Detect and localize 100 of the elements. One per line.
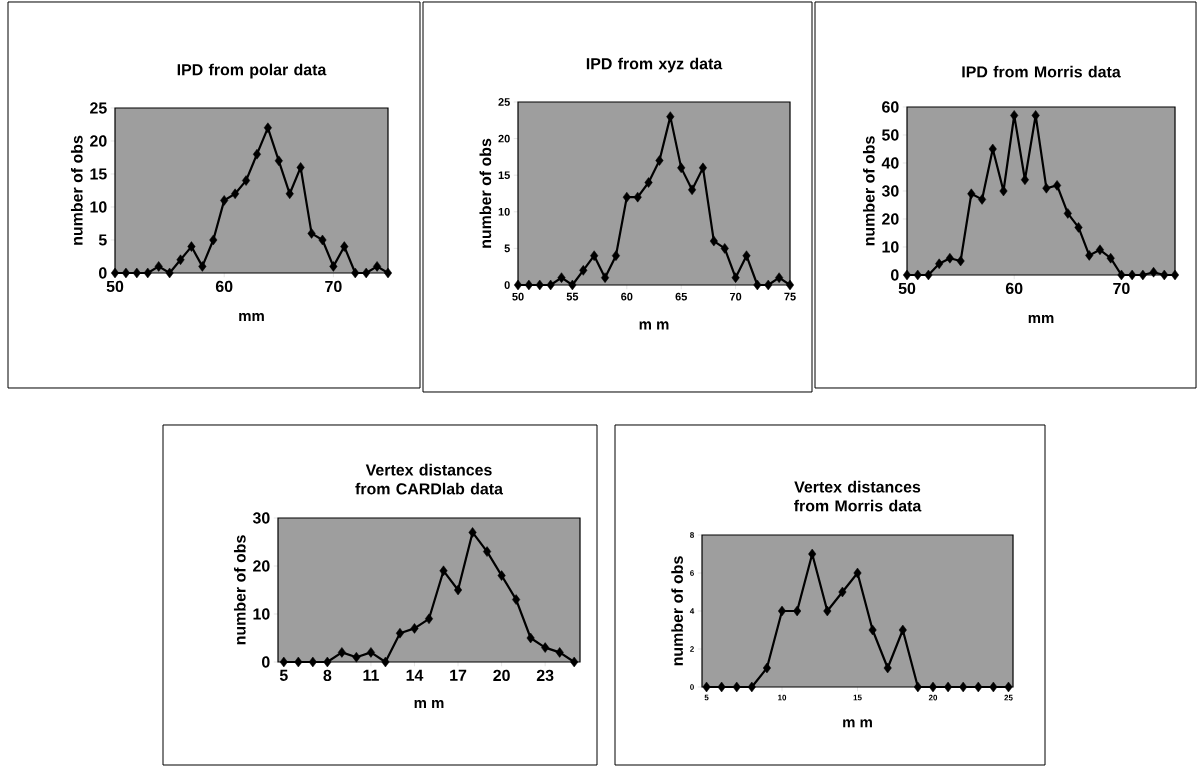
point <box>555 647 564 658</box>
point <box>775 272 784 283</box>
point <box>978 194 987 205</box>
y-tick-label: 60 <box>882 101 899 113</box>
point <box>373 261 382 272</box>
point <box>709 235 718 247</box>
point <box>731 272 740 283</box>
point <box>601 272 610 283</box>
y-tick-label: 5 <box>98 234 107 246</box>
point <box>808 548 817 560</box>
x-axis-title: mm <box>239 312 264 321</box>
point <box>1171 269 1180 281</box>
chart-title: IPD from polar data <box>177 63 327 79</box>
point <box>764 279 773 291</box>
point <box>853 567 862 579</box>
point <box>720 243 729 254</box>
point <box>318 234 327 246</box>
x-tick-label: 60 <box>1005 282 1023 295</box>
x-tick-label: 17 <box>450 669 467 681</box>
point <box>329 261 338 272</box>
y-tick-label: 10 <box>882 241 899 253</box>
point <box>143 267 152 279</box>
x-tick-label: 23 <box>536 669 554 682</box>
point <box>308 656 317 668</box>
point <box>497 570 506 581</box>
point <box>747 681 756 693</box>
point <box>535 279 544 291</box>
point <box>381 656 390 668</box>
point <box>294 656 303 668</box>
y-tick-label: 0 <box>98 267 107 279</box>
point <box>296 162 305 173</box>
x-tick-label: 50 <box>512 292 524 301</box>
chart-title: IPD from Morris data <box>962 65 1121 78</box>
point <box>541 642 550 653</box>
y-tick-label: 0 <box>261 656 270 668</box>
chart-title: Vertex distances from Morris data <box>794 480 922 512</box>
y-tick-label: 10 <box>498 207 510 216</box>
point <box>307 228 316 239</box>
point <box>198 261 207 272</box>
point <box>753 279 762 291</box>
point <box>209 234 218 246</box>
point <box>945 252 954 264</box>
point <box>924 269 933 281</box>
point <box>732 681 741 693</box>
y-tick-label: 15 <box>90 168 107 180</box>
point <box>187 241 196 252</box>
point <box>1063 208 1072 219</box>
point <box>622 191 631 203</box>
point <box>242 175 251 186</box>
x-tick-label: 8 <box>323 669 332 682</box>
point <box>410 623 419 634</box>
y-tick-label: 20 <box>90 135 107 147</box>
point <box>1074 222 1083 233</box>
x-tick-label: 65 <box>675 292 687 301</box>
point <box>838 586 847 598</box>
point <box>677 162 686 174</box>
chart-title: IPD from xyz data <box>586 57 723 73</box>
x-tick-label: 60 <box>621 292 633 301</box>
point <box>1106 252 1115 264</box>
point <box>1095 244 1104 256</box>
point <box>944 681 953 693</box>
point <box>524 279 533 291</box>
y-tick-label: 10 <box>253 608 270 620</box>
y-tick-label: 15 <box>498 171 510 180</box>
point <box>903 269 912 281</box>
x-tick-label: 11 <box>363 669 379 681</box>
y-axis-title: number of obs <box>70 135 83 245</box>
point <box>688 184 697 196</box>
point <box>786 279 795 291</box>
x-tick-label: 70 <box>325 280 342 293</box>
point <box>644 177 653 188</box>
x-axis-title: m m <box>843 719 872 728</box>
point <box>967 188 976 200</box>
y-tick-label: 25 <box>498 98 510 106</box>
y-tick-label: 10 <box>90 201 107 213</box>
point <box>220 195 229 206</box>
y-tick-label: 0 <box>891 269 899 281</box>
point <box>285 188 294 200</box>
point <box>132 267 141 279</box>
point <box>454 584 463 596</box>
y-axis-title: number of obs <box>479 138 492 248</box>
y-tick-label: 30 <box>881 185 899 197</box>
point <box>352 651 361 663</box>
point <box>263 122 272 134</box>
point <box>698 162 707 174</box>
point <box>655 155 664 166</box>
point <box>165 267 174 279</box>
point <box>366 647 375 658</box>
y-axis-title: number of obs <box>862 136 875 246</box>
point <box>468 527 477 538</box>
point <box>526 632 535 644</box>
point <box>176 254 185 266</box>
point <box>742 250 751 261</box>
point <box>557 272 566 283</box>
point <box>231 188 240 200</box>
x-tick-label: 55 <box>566 292 579 301</box>
x-tick-label: 75 <box>784 292 796 301</box>
chart-title: Vertex distances from CARDlab data <box>355 463 504 495</box>
point <box>762 662 771 674</box>
point <box>633 191 642 203</box>
